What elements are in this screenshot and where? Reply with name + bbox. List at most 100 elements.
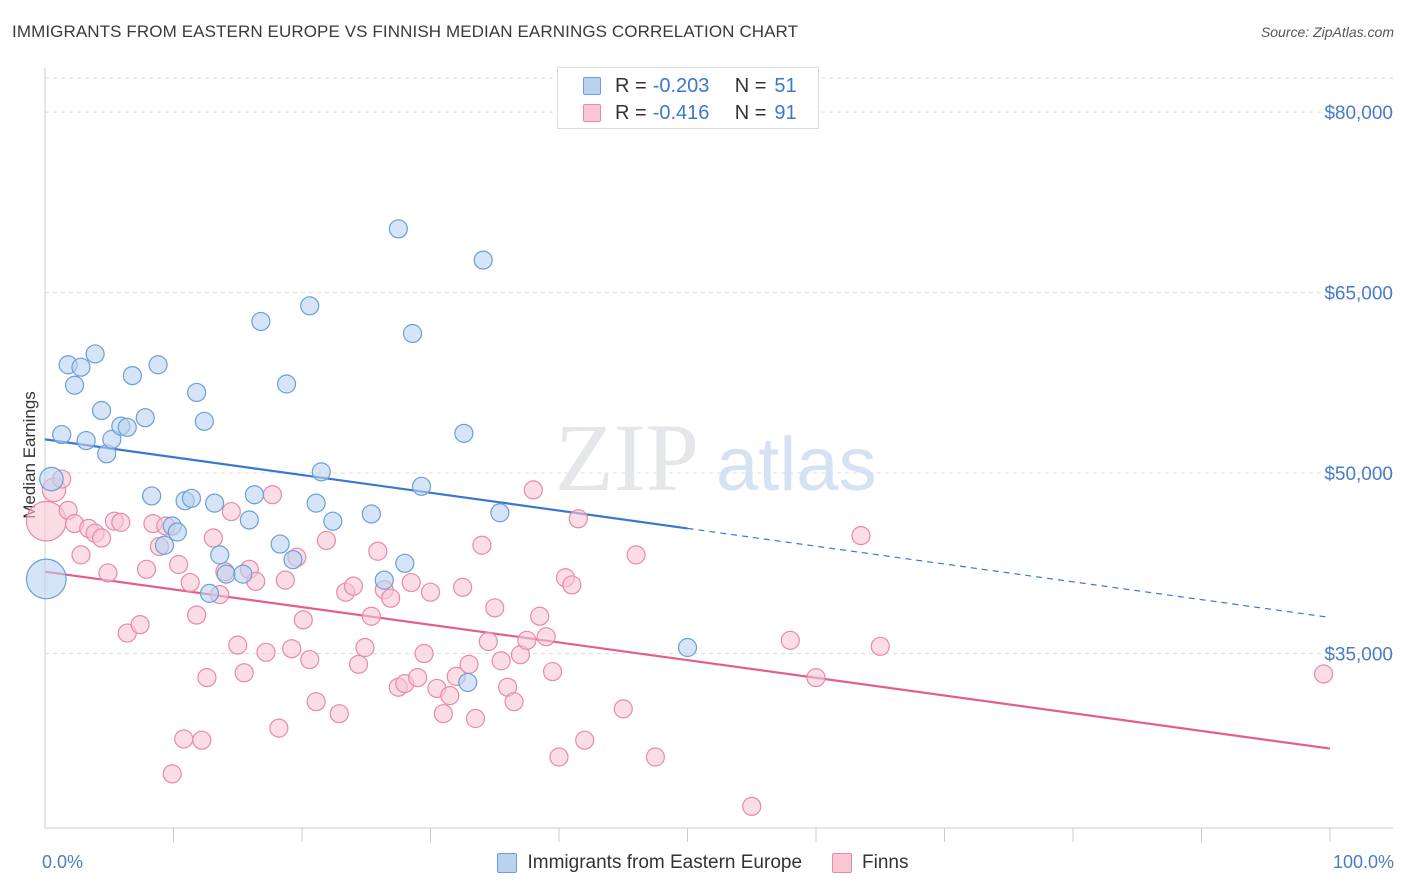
- n-label: N =: [734, 101, 767, 124]
- finns-point: [180, 572, 200, 593]
- finns-point: [420, 582, 441, 602]
- finns-point: [568, 509, 588, 529]
- finns-point: [174, 729, 194, 749]
- finns-point: [562, 575, 582, 595]
- eastern-europe-point: [64, 375, 85, 395]
- eastern-europe-point: [300, 296, 320, 316]
- finns-point: [130, 615, 150, 635]
- finns-point: [228, 635, 248, 655]
- eastern-europe-point: [388, 219, 408, 239]
- finns-point: [221, 501, 241, 522]
- finns-point: [262, 485, 283, 505]
- legend-row-eastern-europe: R = -0.203 N = 51: [583, 72, 797, 100]
- finns-point: [491, 651, 511, 671]
- eastern-europe-point: [210, 545, 230, 565]
- legend-row-finns: R = -0.416 N = 91: [583, 99, 797, 127]
- finns-point: [742, 796, 762, 816]
- trend-line-eastern-europe-projection: [687, 527, 1331, 619]
- eastern-europe-point: [361, 504, 381, 524]
- eastern-europe-point: [52, 424, 72, 445]
- finns-point: [306, 692, 326, 712]
- eastern-europe-point: [85, 344, 105, 364]
- eastern-europe-point: [91, 400, 112, 421]
- finns-point: [269, 718, 289, 738]
- eastern-europe-point: [25, 558, 67, 600]
- x-tick-min: 0.0%: [42, 852, 84, 872]
- eastern-europe-point: [122, 365, 142, 386]
- eastern-europe-points: [25, 219, 698, 693]
- finns-point: [408, 667, 428, 688]
- finns-point: [440, 686, 460, 706]
- finns-point: [187, 605, 207, 625]
- finns-point: [162, 764, 182, 784]
- series-legend: Immigrants from Eastern Europe Finns: [0, 852, 1406, 874]
- finns-point: [626, 545, 646, 565]
- correlation-legend: R = -0.203 N = 51 R = -0.416 N = 91: [557, 67, 819, 129]
- trend-line-finns: [44, 570, 1331, 750]
- finns-point: [575, 730, 595, 750]
- finns-point: [381, 588, 401, 608]
- eastern-europe-point: [311, 462, 331, 482]
- eastern-europe-point: [270, 534, 290, 554]
- finns-point: [256, 642, 276, 662]
- eastern-europe-point: [276, 374, 297, 394]
- finns-point: [485, 598, 505, 618]
- eastern-europe-point: [244, 485, 265, 505]
- finns-point: [91, 528, 112, 548]
- legend-label: Finns: [862, 852, 909, 873]
- eastern-europe-point: [187, 382, 207, 403]
- finns-point: [530, 606, 550, 626]
- watermark-atlas: atlas: [716, 422, 877, 507]
- eastern-europe-point: [148, 355, 168, 375]
- eastern-europe-point: [135, 408, 155, 428]
- finns-point: [300, 649, 320, 670]
- finns-point: [414, 643, 434, 664]
- finns-point: [433, 704, 453, 724]
- eastern-europe-point: [374, 570, 394, 590]
- finns-point: [536, 627, 556, 647]
- pink-swatch: [583, 104, 601, 122]
- finns-point: [197, 667, 217, 688]
- finns-point: [355, 637, 375, 658]
- source-label: Source: ZipAtlas.com: [1260, 24, 1394, 40]
- eastern-europe-point: [233, 564, 253, 584]
- legend-item-eastern-europe[interactable]: Immigrants from Eastern Europe: [497, 852, 802, 874]
- eastern-europe-point: [205, 493, 225, 513]
- eastern-europe-point: [39, 466, 64, 492]
- finns-point: [517, 630, 537, 650]
- pink-swatch: [832, 853, 853, 873]
- finns-point: [1313, 664, 1334, 684]
- finns-point: [71, 545, 91, 565]
- axes: [44, 68, 1393, 842]
- eastern-europe-point: [239, 510, 259, 530]
- x-tick-max: 100.0%: [1332, 852, 1394, 872]
- finns-point: [136, 559, 157, 579]
- finns-point: [192, 730, 212, 750]
- n-value: 91: [774, 101, 797, 124]
- finns-point: [523, 480, 543, 500]
- finns-point: [870, 636, 890, 656]
- finns-point: [234, 663, 254, 683]
- finns-point: [368, 541, 388, 561]
- eastern-europe-point: [411, 476, 432, 496]
- eastern-europe-point: [677, 637, 698, 658]
- eastern-europe-point: [102, 429, 122, 449]
- finns-point: [465, 708, 486, 729]
- eastern-europe-point: [216, 564, 236, 584]
- finns-point: [401, 572, 421, 593]
- y-tick-label: $35,000: [1324, 645, 1393, 666]
- finns-point: [478, 631, 498, 652]
- finns-point: [806, 667, 826, 688]
- r-value: -0.416: [652, 101, 710, 124]
- n-value: 51: [774, 74, 797, 97]
- eastern-europe-point: [194, 411, 214, 431]
- eastern-europe-point: [167, 522, 187, 542]
- r-value: -0.203: [652, 74, 710, 97]
- finns-point: [453, 577, 473, 597]
- finns-point: [459, 654, 479, 674]
- watermark-zip: ZIP: [555, 404, 699, 511]
- eastern-europe-point: [251, 311, 271, 332]
- finns-point: [504, 692, 524, 712]
- legend-item-finns[interactable]: Finns: [832, 852, 909, 874]
